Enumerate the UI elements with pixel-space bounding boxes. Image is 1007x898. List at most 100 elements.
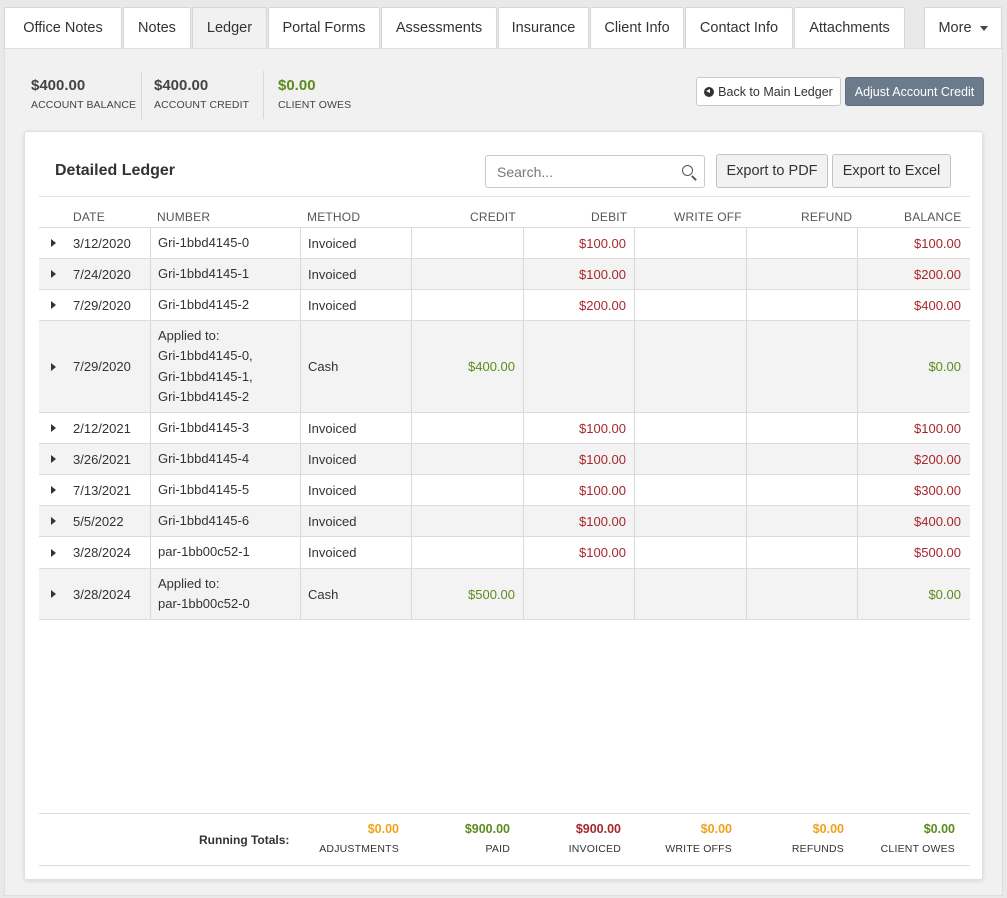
column-divider <box>150 444 151 474</box>
column-divider <box>150 259 151 289</box>
back-to-main-ledger-button[interactable]: Back to Main Ledger <box>696 77 841 106</box>
search-icon[interactable] <box>682 165 693 176</box>
write-off-cell <box>634 413 738 443</box>
table-row[interactable]: 3/28/2024 par-1bb00c52-1 Invoiced $100.00 $5… <box>39 537 970 569</box>
tab-attachments[interactable]: Attachments <box>794 7 905 48</box>
column-divider <box>746 569 747 619</box>
write-off-cell <box>634 228 738 258</box>
number-line: Gri-1bbd4145-0, <box>158 348 253 363</box>
column-divider <box>634 506 635 536</box>
expand-row-toggle[interactable] <box>51 475 61 505</box>
method-cell: Invoiced <box>308 420 357 436</box>
column-divider <box>634 537 635 568</box>
column-divider <box>857 413 858 443</box>
column-divider <box>300 321 301 412</box>
table-row[interactable]: 3/26/2021 Gri-1bbd4145-4 Invoiced $100.00 $2… <box>39 444 970 475</box>
table-row[interactable]: 7/13/2021 Gri-1bbd4145-5 Invoiced $100.00 $3… <box>39 475 970 506</box>
column-divider <box>150 413 151 443</box>
tab-more-dropdown[interactable]: More <box>924 7 1002 48</box>
col-credit[interactable]: CREDIT <box>470 210 516 224</box>
refund-cell <box>746 506 849 536</box>
tab-bar: Office Notes Notes Ledger Portal Forms A… <box>0 0 1007 48</box>
expand-row-toggle[interactable] <box>51 569 61 619</box>
refund-cell <box>746 537 849 568</box>
search-input[interactable] <box>486 156 666 187</box>
table-row[interactable]: 7/24/2020 Gri-1bbd4145-1 Invoiced $100.00 $2… <box>39 259 970 290</box>
tab-office-notes[interactable]: Office Notes <box>4 7 122 48</box>
column-divider <box>857 537 858 568</box>
number-cell: Gri-1bbd4145-6 <box>158 506 298 536</box>
number-line: Gri-1bbd4145-5 <box>158 481 250 497</box>
account-credit-label: ACCOUNT CREDIT <box>154 99 250 111</box>
export-pdf-button[interactable]: Export to PDF <box>716 154 828 188</box>
credit-cell <box>411 475 515 505</box>
tab-label: Assessments <box>395 20 483 36</box>
table-row[interactable]: 2/12/2021 Gri-1bbd4145-3 Invoiced $100.00 $1… <box>39 413 970 444</box>
number-cell: par-1bb00c52-1 <box>158 537 298 568</box>
number-cell: Gri-1bbd4145-4 <box>158 444 298 474</box>
total-invoiced: $900.00 INVOICED <box>569 822 621 855</box>
tab-insurance[interactable]: Insurance <box>498 7 589 48</box>
write-off-cell <box>634 569 738 619</box>
col-date[interactable]: DATE <box>73 210 105 224</box>
credit-cell <box>411 444 515 474</box>
column-divider <box>634 444 635 474</box>
tab-portal-forms[interactable]: Portal Forms <box>268 7 380 48</box>
total-label: CLIENT OWES <box>880 843 955 855</box>
adjust-account-credit-button[interactable]: Adjust Account Credit <box>845 77 984 106</box>
credit-cell <box>411 290 515 320</box>
number-cell: Gri-1bbd4145-1 <box>158 259 298 289</box>
column-divider <box>150 475 151 505</box>
expand-row-toggle[interactable] <box>51 444 61 474</box>
number-cell: Gri-1bbd4145-5 <box>158 475 298 505</box>
column-divider <box>857 290 858 320</box>
caret-right-icon <box>51 517 56 525</box>
balance-cell: $200.00 <box>914 266 961 282</box>
tab-label: Insurance <box>511 20 576 36</box>
expand-row-toggle[interactable] <box>51 228 61 258</box>
expand-row-toggle[interactable] <box>51 537 61 568</box>
expand-row-toggle[interactable] <box>51 321 61 412</box>
col-number[interactable]: NUMBER <box>157 210 211 224</box>
col-write-off[interactable]: WRITE OFF <box>674 210 742 224</box>
column-divider <box>411 569 412 619</box>
column-divider <box>300 537 301 568</box>
total-value: $0.00 <box>923 822 955 836</box>
col-method[interactable]: METHOD <box>307 210 361 224</box>
tab-ledger[interactable]: Ledger <box>192 7 267 48</box>
credit-cell: $500.00 <box>468 586 515 602</box>
table-row[interactable]: 5/5/2022 Gri-1bbd4145-6 Invoiced $100.00 $40… <box>39 506 970 537</box>
expand-row-toggle[interactable] <box>51 259 61 289</box>
export-excel-button[interactable]: Export to Excel <box>832 154 951 188</box>
col-balance[interactable]: BALANCE <box>904 210 962 224</box>
column-divider <box>150 569 151 619</box>
tab-contact-info[interactable]: Contact Info <box>685 7 793 48</box>
number-cell: Applied to: Gri-1bbd4145-0, Gri-1bbd4145-1… <box>158 321 298 412</box>
tab-assessments[interactable]: Assessments <box>381 7 497 48</box>
refund-cell <box>746 290 849 320</box>
column-divider <box>634 321 635 412</box>
date-cell: 2/12/2021 <box>73 420 131 436</box>
table-row[interactable]: 7/29/2020 Applied to: Gri-1bbd4145-0, Gri-1… <box>39 321 970 413</box>
caret-right-icon <box>51 301 56 309</box>
debit-cell: $100.00 <box>579 513 626 529</box>
method-cell: Invoiced <box>308 545 357 560</box>
write-off-cell <box>634 537 738 568</box>
table-row[interactable]: 3/28/2024 Applied to: par-1bb00c52-0 Cash $5… <box>39 569 970 620</box>
expand-row-toggle[interactable] <box>51 413 61 443</box>
col-debit[interactable]: DEBIT <box>591 210 628 224</box>
date-cell: 3/26/2021 <box>73 451 131 467</box>
column-divider <box>411 228 412 258</box>
tab-notes[interactable]: Notes <box>123 7 191 48</box>
table-row[interactable]: 7/29/2020 Gri-1bbd4145-2 Invoiced $200.00 $4… <box>39 290 970 321</box>
col-refund[interactable]: REFUND <box>801 210 853 224</box>
adjust-button-label: Adjust Account Credit <box>854 84 975 99</box>
expand-row-toggle[interactable] <box>51 506 61 536</box>
total-value: $0.00 <box>367 822 399 836</box>
tab-client-info[interactable]: Client Info <box>590 7 684 48</box>
divider <box>263 71 264 119</box>
table-row[interactable]: 3/12/2020 Gri-1bbd4145-0 Invoiced $100.00 $1… <box>39 228 970 259</box>
credit-cell <box>411 228 515 258</box>
number-line: Gri-1bbd4145-3 <box>158 419 250 435</box>
expand-row-toggle[interactable] <box>51 290 61 320</box>
